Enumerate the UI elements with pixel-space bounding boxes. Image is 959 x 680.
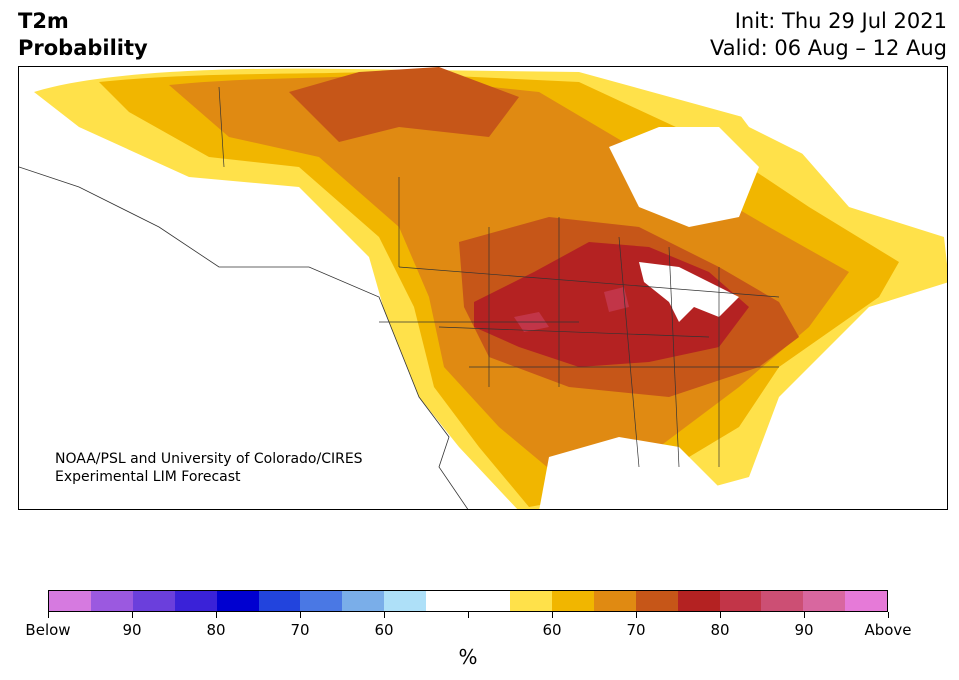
colorbar-tick: [888, 612, 889, 618]
colorbar-tick: [468, 612, 469, 618]
colorbar-bin: [845, 591, 888, 611]
colorbar-bin: [468, 591, 510, 611]
colorbar-bin: [258, 591, 301, 611]
colorbar-bin: [132, 591, 175, 611]
title-line2: Probability: [18, 36, 148, 60]
colorbar-bin: [342, 591, 385, 611]
colorbar-bin: [803, 591, 846, 611]
colorbar-bin: [174, 591, 217, 611]
init-date: Init: Thu 29 Jul 2021: [734, 9, 947, 33]
political-borders: [218, 86, 780, 468]
colorbar-tick: [132, 612, 133, 618]
colorbar: [48, 590, 888, 612]
canadian-arctic: [719, 77, 899, 177]
colorbar-tick-label: 90: [122, 621, 142, 639]
colorbar-bin: [384, 591, 427, 611]
credit-line1: NOAA/PSL and University of Colorado/CIRE…: [55, 451, 363, 467]
colorbar-bin: [509, 591, 552, 611]
colorbar-tick-label: 80: [206, 621, 226, 639]
colorbar-tick: [384, 612, 385, 618]
title-line1: T2m: [18, 9, 69, 33]
colorbar-bin: [677, 591, 720, 611]
shade-85: [514, 287, 629, 332]
gulf-of-mexico: [539, 437, 719, 509]
valid-range: Valid: 06 Aug – 12 Aug: [709, 36, 947, 60]
coastline: [19, 166, 469, 509]
colorbar-tick: [804, 612, 805, 618]
colorbar-unit: %: [458, 645, 478, 669]
colorbar-tick: [720, 612, 721, 618]
colorbar-bin: [593, 591, 636, 611]
colorbar-tick: [552, 612, 553, 618]
colorbar-bin: [49, 591, 91, 611]
colorbar-bin: [426, 591, 469, 611]
colorbar-tick-label: 70: [626, 621, 646, 639]
probability-map: [19, 67, 947, 509]
colorbar-bin: [635, 591, 678, 611]
colorbar-tick: [48, 612, 49, 618]
credit-line2: Experimental LIM Forecast: [55, 469, 241, 485]
colorbar-tick: [216, 612, 217, 618]
map-title: T2m Probability: [18, 8, 148, 62]
colorbar-bin: [300, 591, 343, 611]
colorbar-bin: [90, 591, 133, 611]
colorbar-bin: [551, 591, 594, 611]
colorbar-tick-label: 80: [710, 621, 730, 639]
pacific-coast: [19, 167, 468, 509]
colorbar-tick-label: 60: [542, 621, 562, 639]
credit-text: NOAA/PSL and University of Colorado/CIRE…: [55, 450, 363, 486]
colorbar-tick-label: 90: [794, 621, 814, 639]
map-panel: [18, 66, 948, 510]
colorbar-bin: [719, 591, 762, 611]
colorbar-tick-label: Above: [864, 621, 912, 639]
colorbar-tick-label: 70: [290, 621, 310, 639]
colorbar-tick: [636, 612, 637, 618]
colorbar-bin: [761, 591, 804, 611]
colorbar-tick-label: 60: [374, 621, 394, 639]
colorbar-tick: [300, 612, 301, 618]
forecast-dates: Init: Thu 29 Jul 2021 Valid: 06 Aug – 12…: [710, 8, 947, 62]
colorbar-tick-label: Below: [25, 621, 71, 639]
colorbar-bin: [216, 591, 259, 611]
hudson-bay: [609, 127, 759, 227]
great-lakes: [639, 262, 739, 322]
